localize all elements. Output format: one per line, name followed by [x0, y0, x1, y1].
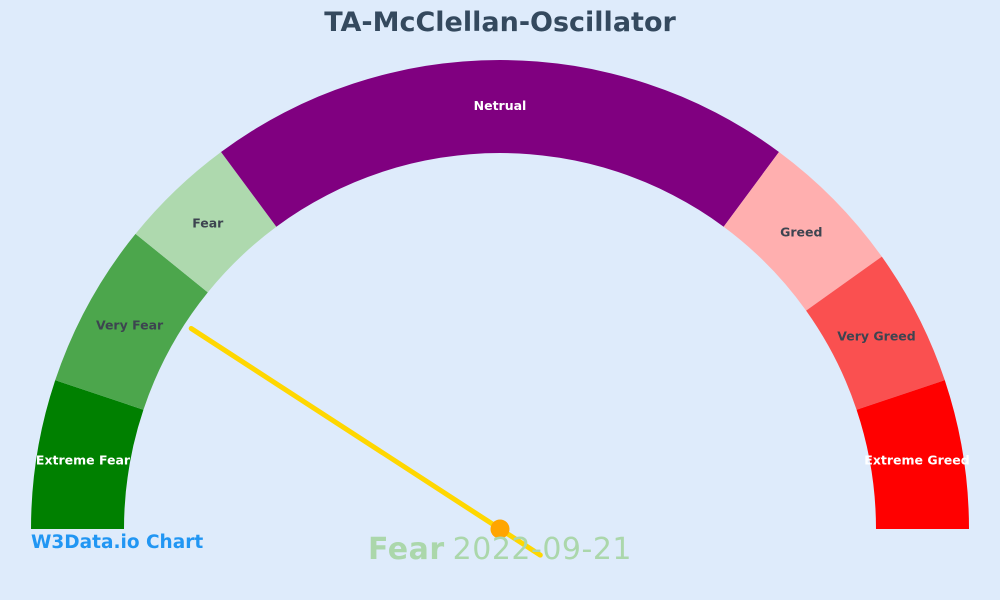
gauge-needle — [188, 326, 543, 558]
gauge-segment-label: Greed — [780, 224, 822, 239]
gauge-segment-label: Extreme Fear — [36, 453, 131, 468]
gauge-segment-label: Very Greed — [837, 329, 915, 344]
gauge-value-line: Fear 2022-09-21 — [0, 531, 1000, 573]
gauge-value-date: 2022-09-21 — [452, 532, 633, 567]
gauge-pivot — [490, 519, 510, 539]
watermark-label: W3Data.io Chart — [31, 532, 204, 553]
gauge-segment-label: Very Fear — [96, 317, 164, 332]
gauge-value-label: Fear — [367, 532, 445, 567]
gauge-segment — [806, 256, 945, 410]
gauge-segment-label: Netrual — [474, 98, 527, 113]
gauge-segment-label: Fear — [192, 215, 224, 230]
gauge-segment — [723, 151, 882, 311]
gauge-segment — [55, 233, 208, 410]
gauge-segment — [135, 151, 277, 293]
gauge-segment-labels: Extreme Fear Very Fear Fear Netrual Greed Ver… — [36, 98, 970, 468]
gauge-segment — [221, 60, 779, 227]
gauge-segments — [31, 60, 969, 529]
page-title: TA-McClellan-Oscillator — [324, 7, 676, 38]
gauge-segment — [856, 380, 969, 529]
gauge-segment — [31, 380, 144, 529]
gauge-segment-label: Extreme Greed — [864, 453, 969, 468]
